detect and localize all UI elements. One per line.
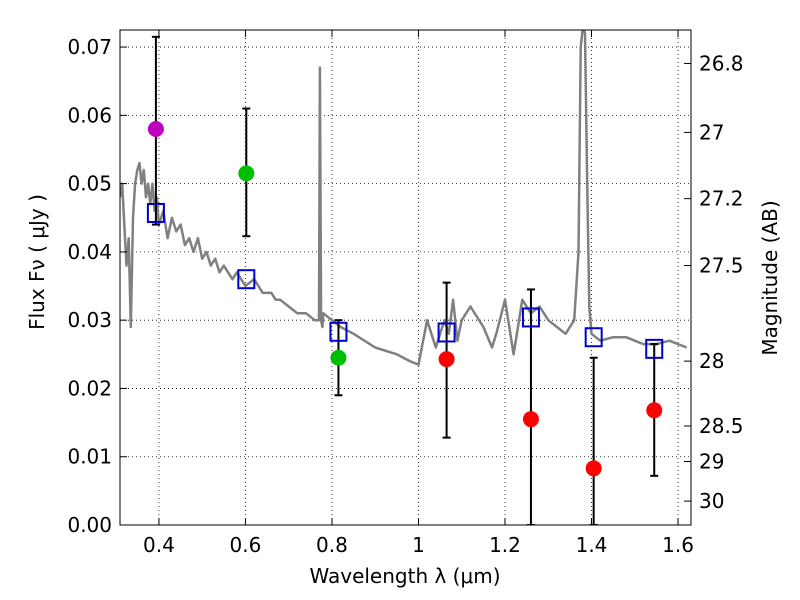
right-axis-label: Magnitude (AB) [758,200,782,355]
x-tick-label: 0.6 [230,533,262,557]
right-tick-label: 29 [699,450,724,474]
y-tick-label: 0.04 [67,240,112,264]
model-photometry-square [237,269,256,290]
y-tick-label: 0.00 [67,513,112,537]
y-tick-label: 0.06 [67,103,112,127]
model-photometry-square [437,322,456,343]
error-bars [151,35,659,525]
observed-point [330,349,347,366]
observed-point [147,121,164,137]
x-tick-label: 0.4 [143,533,175,557]
model-photometry-square [521,307,540,328]
observed-point [238,165,255,182]
observed-point [585,460,602,477]
right-tick-label: 28.5 [699,414,744,438]
right-axis-ticks: 26.8 27 27.2 27.5 28 28.5 29 30 [684,51,744,513]
grid-lines [120,30,691,525]
model-photometry-squares [146,202,664,359]
plot-area [120,30,688,525]
y-axis-label: Flux Fν ( μJy ) [25,194,49,330]
x-tick-label: 1.4 [576,533,608,557]
observed-points [147,121,663,477]
plot-frame [119,29,692,526]
model-photometry-square [645,338,664,359]
y-tick-label: 0.02 [67,376,112,400]
x-axis-label: Wavelength λ (μm) [309,564,500,588]
right-tick-label: 27.2 [699,187,744,211]
y-tick-label: 0.07 [67,35,112,59]
x-axis-ticks: 0.4 0.6 0.8 1 1.2 1.4 1.6 [143,30,694,557]
x-tick-label: 1.6 [662,533,694,557]
x-tick-label: 1.2 [489,533,521,557]
model-spectrum-line [120,30,688,366]
right-tick-label: 27 [699,120,724,144]
observed-point [438,351,455,368]
y-axis-ticks: 0.00 0.01 0.02 0.03 0.04 0.05 0.06 0.07 [67,35,127,537]
right-tick-label: 30 [699,489,724,513]
model-photometry-square [329,321,348,342]
x-tick-label: 1 [412,533,425,557]
model-photometry-square [584,327,603,348]
right-tick-label: 28 [699,349,724,373]
right-tick-label: 26.8 [699,51,744,75]
y-tick-label: 0.05 [67,172,112,196]
observed-point [522,411,539,428]
y-tick-label: 0.03 [67,308,112,332]
model-photometry-square [146,202,165,223]
right-tick-label: 27.5 [699,254,744,278]
x-tick-label: 0.8 [316,533,348,557]
observed-point [646,402,663,419]
y-tick-label: 0.01 [67,445,112,469]
